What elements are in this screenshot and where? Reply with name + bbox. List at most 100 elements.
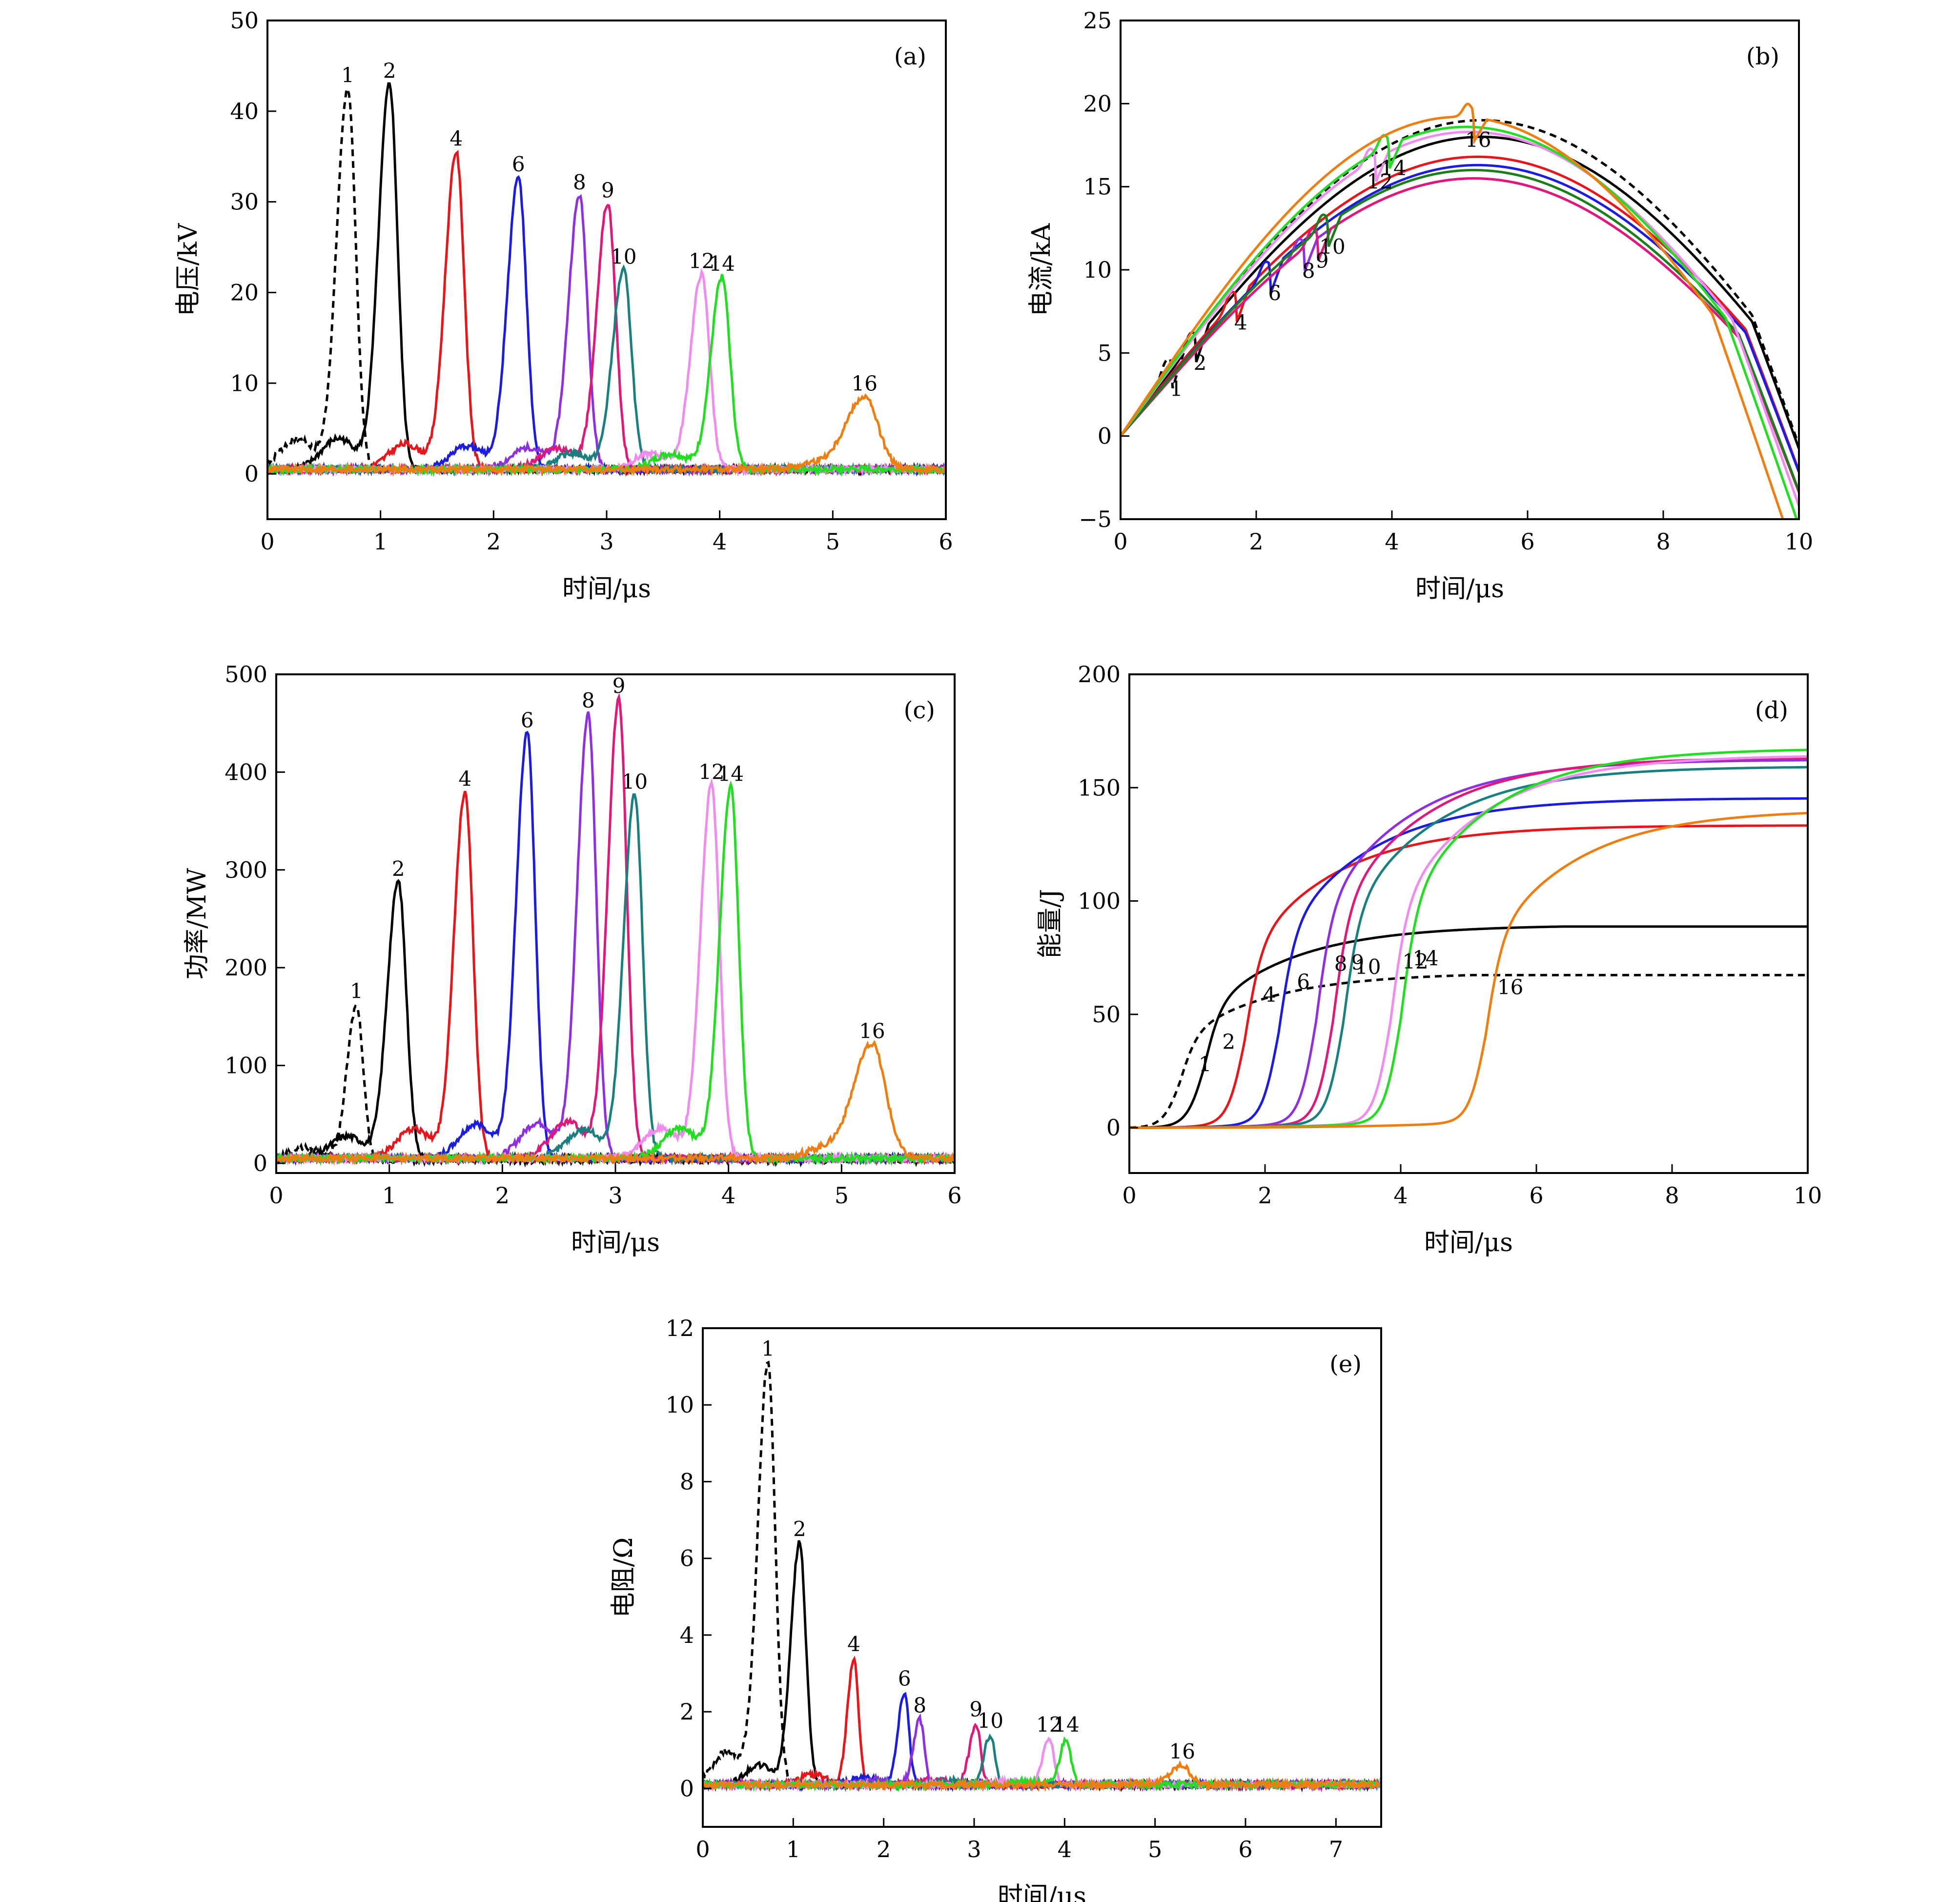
- curve-label-14: 14: [718, 762, 744, 786]
- curve-label-14: 14: [709, 252, 735, 276]
- y-tick-label: 500: [225, 661, 267, 688]
- series-line-16: [1121, 102, 1784, 519]
- series-line-16: [1129, 811, 1808, 1129]
- series-line-1: [1121, 119, 1799, 446]
- plot-frame: [266, 20, 947, 520]
- x-tick-label: 7: [1329, 1836, 1343, 1862]
- curve-label-8: 8: [1302, 259, 1315, 283]
- x-tick-label: 1: [786, 1836, 800, 1862]
- series-line-14: [267, 274, 946, 477]
- x-tick-label: 8: [1656, 528, 1670, 555]
- x-tick-label: 6: [1238, 1836, 1252, 1862]
- curve-label-8: 8: [1334, 951, 1348, 975]
- y-tick-label: 100: [1078, 888, 1121, 914]
- series-group: [1121, 102, 1799, 519]
- y-tick-label: 50: [230, 7, 259, 34]
- series-line-9: [1129, 757, 1808, 1129]
- series-line-14: [1129, 749, 1808, 1129]
- curve-label-16: 16: [1497, 975, 1523, 999]
- series-line-10: [1121, 169, 1799, 492]
- x-tick-label: 4: [1385, 528, 1399, 555]
- curve-label-10: 10: [611, 244, 636, 268]
- x-axis-title: 时间/μs: [571, 1228, 660, 1257]
- panel-tag: (a): [894, 43, 926, 70]
- x-tick-label: 2: [487, 528, 501, 555]
- y-tick-label: 15: [1083, 174, 1112, 200]
- curve-label-10: 10: [622, 770, 648, 794]
- x-tick-label: 2: [1258, 1182, 1272, 1209]
- y-tick-label: 400: [225, 759, 267, 785]
- curve-label-8: 8: [582, 688, 595, 712]
- curve-label-6: 6: [898, 1667, 911, 1691]
- panel-c: 0 1 2 3 4 5 60100200300400500时间/μs功率/MW(c)1246…: [183, 661, 962, 1257]
- y-tick-label: 25: [1083, 7, 1112, 34]
- curve-label-1: 1: [341, 63, 354, 87]
- curve-label-2: 2: [1194, 351, 1207, 375]
- x-tick-label: 4: [1393, 1182, 1408, 1209]
- curve-label-1: 1: [1170, 377, 1183, 401]
- curve-label-4: 4: [1234, 311, 1247, 335]
- x-tick-label: 1: [373, 528, 388, 555]
- series-line-2: [703, 1540, 1381, 1793]
- series-line-2: [276, 879, 955, 1166]
- series-line-10: [267, 264, 946, 477]
- curve-label-10: 10: [1319, 235, 1345, 259]
- x-axis-title: 时间/μs: [998, 1882, 1086, 1902]
- curve-label-6: 6: [512, 152, 525, 176]
- curve-label-4: 4: [450, 127, 463, 151]
- y-tick-label: 200: [1078, 661, 1121, 688]
- x-tick-label: 8: [1665, 1182, 1679, 1209]
- curve-label-14: 14: [1053, 1713, 1079, 1737]
- y-tick-label: 40: [230, 98, 259, 124]
- curve-label-9: 9: [1316, 248, 1329, 272]
- curve-label-2: 2: [1222, 1030, 1235, 1053]
- x-axis-title: 时间/μs: [1415, 574, 1504, 604]
- panel-tag: (d): [1755, 697, 1788, 724]
- x-tick-label: 2: [877, 1836, 891, 1862]
- x-tick-label: 4: [721, 1182, 735, 1209]
- x-tick-label: 3: [608, 1182, 622, 1209]
- curve-label-16: 16: [851, 371, 877, 395]
- curve-label-9: 9: [601, 179, 614, 202]
- y-tick-label: 100: [225, 1052, 267, 1079]
- series-line-6: [1129, 797, 1808, 1129]
- curve-label-14: 14: [1380, 156, 1406, 180]
- y-tick-label: 0: [253, 1150, 267, 1176]
- y-tick-label: 20: [230, 279, 259, 305]
- x-tick-label: 2: [1249, 528, 1263, 555]
- y-tick-label: 20: [1083, 90, 1112, 117]
- x-tick-label: 6: [1520, 528, 1534, 555]
- curve-label-4: 4: [847, 1632, 860, 1656]
- series-group: [1129, 749, 1808, 1129]
- x-tick-label: 10: [1794, 1182, 1822, 1209]
- series-line-16: [276, 1040, 955, 1166]
- curve-label-14: 14: [1412, 946, 1438, 970]
- y-tick-label: 0: [680, 1775, 694, 1801]
- curve-label-9: 9: [1351, 951, 1364, 974]
- x-tick-label: 6: [1529, 1182, 1543, 1209]
- y-tick-label: 10: [230, 370, 259, 396]
- x-tick-label: 0: [1122, 1182, 1136, 1209]
- plot-frame: [1128, 673, 1809, 1174]
- y-tick-label: 0: [245, 461, 259, 487]
- curve-label-6: 6: [1297, 970, 1310, 994]
- series-line-1: [1129, 973, 1808, 1129]
- panel-tag: (b): [1746, 43, 1779, 70]
- y-axis-title: 能量/J: [1036, 889, 1065, 958]
- y-axis-title: 电阻/Ω: [609, 1538, 638, 1618]
- x-tick-label: 5: [1148, 1836, 1162, 1862]
- y-tick-label: 5: [1098, 340, 1112, 366]
- x-axis-title: 时间/μs: [562, 574, 651, 604]
- y-tick-label: 12: [665, 1315, 694, 1341]
- x-tick-label: 5: [835, 1182, 849, 1209]
- series-line-9: [267, 203, 946, 477]
- series-group: [703, 1360, 1381, 1793]
- y-axis-title: 功率/MW: [183, 868, 212, 979]
- panel-tag: (e): [1329, 1351, 1362, 1378]
- curve-label-12: 12: [1036, 1713, 1062, 1737]
- curve-label-9: 9: [612, 674, 626, 698]
